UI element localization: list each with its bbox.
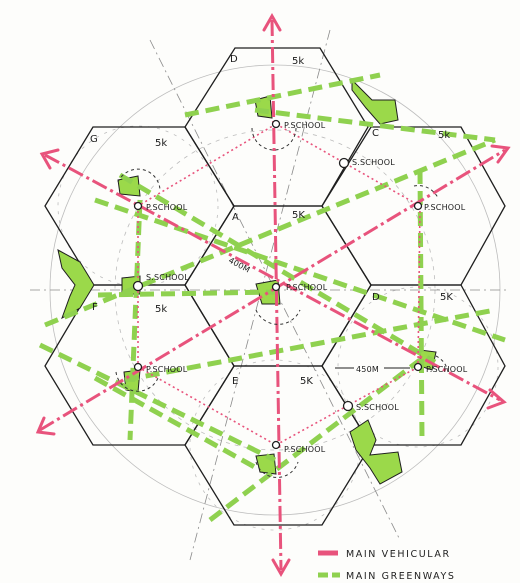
p-school-node — [271, 282, 281, 292]
arrowhead-northeast — [490, 144, 511, 164]
s-school-label: S.SCHOOL — [356, 403, 399, 412]
p-school-label: P.SCHOOL — [146, 365, 188, 374]
hexagon-grid — [44, 47, 506, 526]
cell-letter: G — [90, 134, 98, 145]
catchment-circle — [57, 125, 219, 287]
cell-population: 5K — [292, 210, 305, 221]
cell-labels: D 5k C 5k G 5k A 5K F 5k D 5K E 5K — [90, 54, 453, 387]
school-arc — [255, 461, 299, 478]
school-nodes — [132, 119, 423, 450]
cell-letter: A — [232, 212, 239, 223]
p-school-label: P.SCHOOL — [424, 203, 466, 212]
school-arc — [251, 127, 297, 151]
greenway-line — [417, 169, 425, 441]
vehicular-arrowheads — [35, 12, 511, 578]
cell-population: 5k — [292, 56, 304, 67]
p-school-label: P.SCHOOL — [286, 283, 328, 292]
greenway-line — [93, 375, 262, 473]
green-node-se-lower — [349, 419, 403, 485]
arrowhead-west — [39, 148, 60, 170]
cell-population: 5K — [440, 292, 453, 303]
s-school-node — [342, 400, 354, 412]
school-arc — [413, 185, 439, 199]
cell-letter: F — [92, 302, 98, 313]
vehicular-link — [417, 205, 421, 368]
greenway-line — [94, 197, 506, 343]
main-vehicular-routes — [39, 19, 506, 571]
hex-cell-e — [184, 365, 372, 526]
cell-population: 5K — [300, 376, 313, 387]
cell-population: 5k — [155, 138, 167, 149]
distance-450m: 450M — [356, 365, 379, 374]
school-arc — [435, 355, 449, 373]
greenway-line — [254, 107, 496, 143]
s-school-node — [132, 280, 144, 292]
school-arc — [115, 371, 159, 392]
vehicular-link — [137, 123, 277, 207]
construction-line — [149, 39, 401, 541]
greenway-line — [184, 72, 381, 118]
p-school-node — [413, 362, 423, 372]
p-school-node — [133, 362, 143, 372]
arrowhead-south — [271, 558, 291, 578]
legend-label-greenways: MAIN GREENWAYS — [346, 571, 456, 582]
s-school-label: S.SCHOOL — [352, 158, 395, 167]
green-fills — [57, 78, 437, 485]
p-school-node — [413, 201, 423, 211]
vehicular-link — [137, 366, 277, 446]
legend-label-vehicular: MAIN VEHICULAR — [346, 549, 451, 560]
greenway-line — [97, 289, 276, 298]
p-school-label: P.SCHOOL — [426, 365, 468, 374]
arrowhead-southwest — [35, 416, 56, 436]
green-node-g — [117, 175, 141, 197]
vehicular-axis-vertical — [270, 19, 283, 571]
p-school-label: P.SCHOOL — [146, 203, 188, 212]
greenway-line — [208, 358, 422, 522]
vehicular-axis-sw-ne — [39, 148, 506, 432]
cell-letter: E — [232, 376, 238, 387]
school-arc — [255, 309, 301, 325]
green-node-f — [57, 249, 95, 320]
catchment-circle — [337, 286, 499, 448]
cell-letter: D — [372, 292, 380, 303]
cell-letter: C — [372, 128, 379, 139]
cell-population: 5k — [155, 304, 167, 315]
p-school-label: P.SCHOOL — [284, 121, 326, 130]
vehicular-axis-nw-se — [44, 153, 501, 402]
cell-population: 5k — [438, 130, 450, 141]
p-school-node — [271, 440, 281, 450]
p-school-label: P.SCHOOL — [284, 445, 326, 454]
s-school-label: S.SCHOOL — [146, 273, 189, 282]
school-arc — [117, 168, 161, 191]
s-school-node — [338, 157, 350, 169]
p-school-node — [133, 201, 143, 211]
arrowhead-southeast — [486, 388, 507, 410]
main-greenways — [38, 72, 506, 522]
cell-letter: D — [230, 54, 238, 65]
greenway-line — [38, 342, 277, 463]
green-node-c — [351, 78, 399, 125]
school-arcs — [115, 127, 449, 478]
p-school-node — [271, 119, 281, 129]
school-labels: P.SCHOOL P.SCHOOL P.SCHOOL P.SCHOOL P.SC… — [146, 121, 468, 454]
arrowhead-north — [262, 12, 282, 32]
legend: MAIN VEHICULAR MAIN GREENWAYS — [318, 549, 456, 582]
